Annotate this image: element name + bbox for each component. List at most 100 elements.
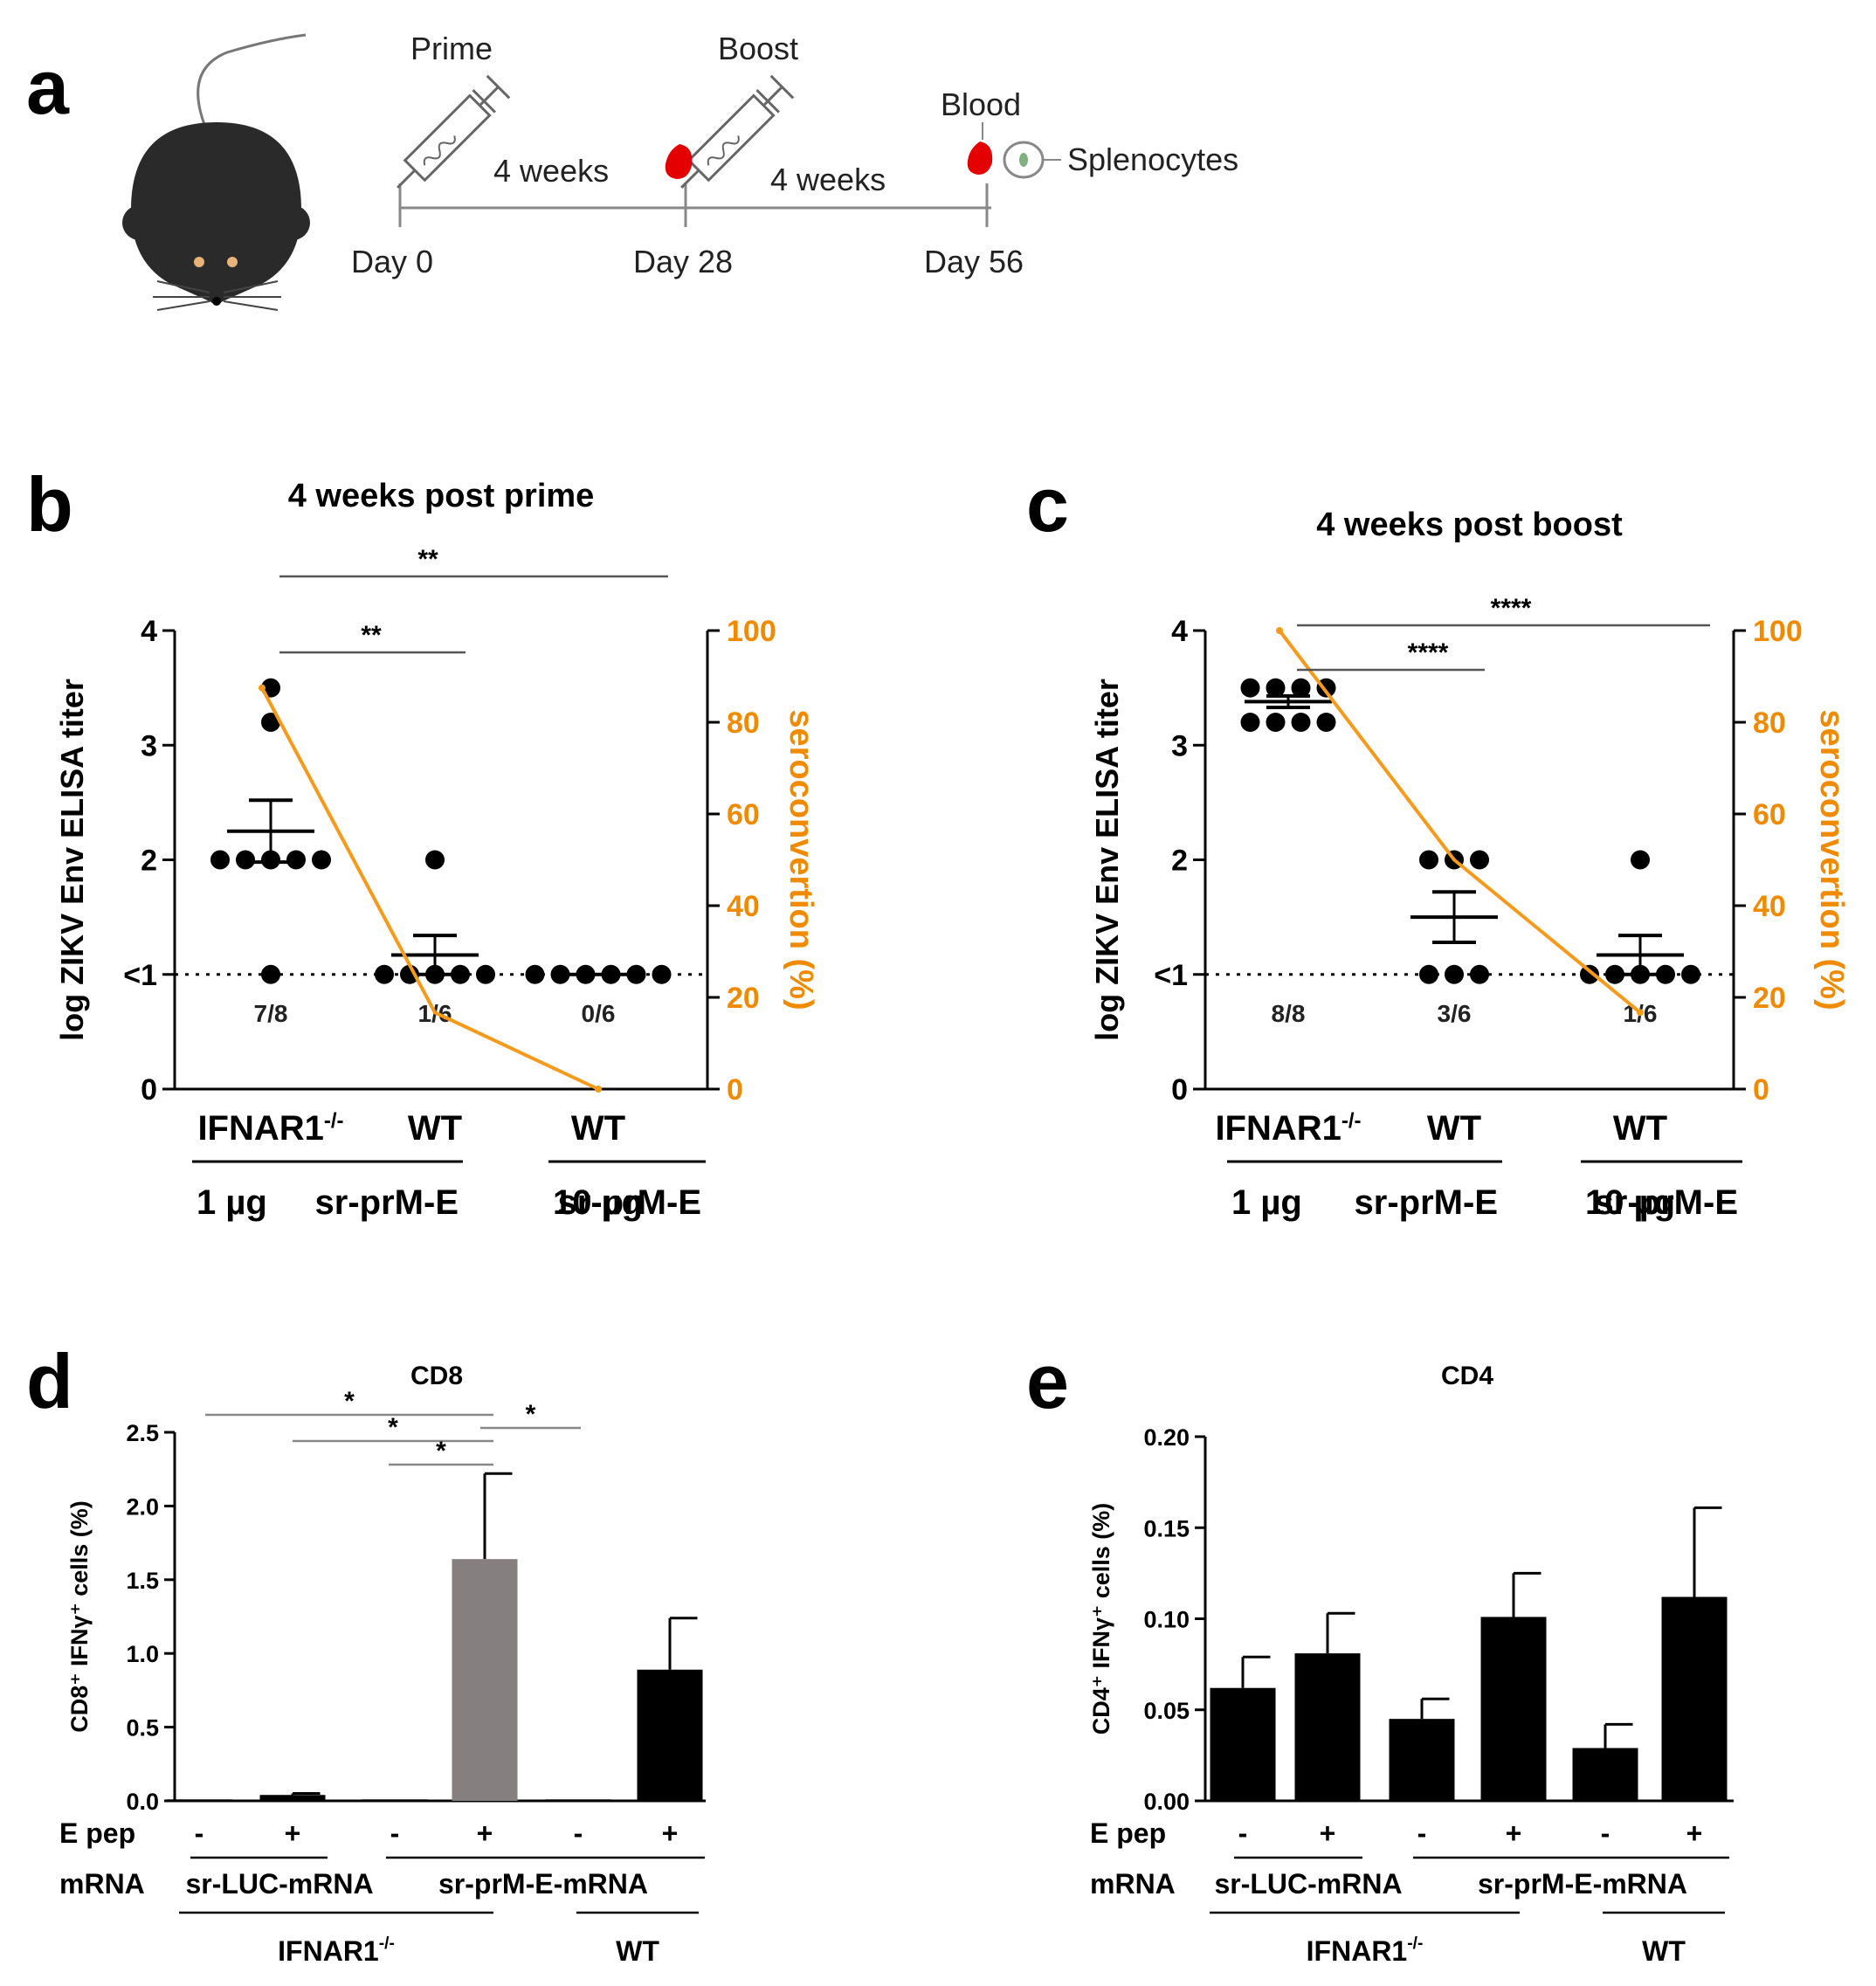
blood-drop-icon	[967, 141, 993, 175]
y-tick-label: 0.5	[126, 1715, 159, 1741]
day-56: Day 56	[924, 244, 1024, 279]
chart-title: 4 weeks post prime	[288, 478, 595, 514]
strain-group-label: IFNAR1-/-	[278, 1934, 395, 1967]
panel-letter-d: d	[26, 1338, 73, 1424]
seroconversion-line	[1278, 629, 1642, 1014]
mouse-icon	[122, 33, 310, 311]
mrna-group-label: sr-LUC-mRNA	[185, 1868, 373, 1900]
y-tick-label: 0.05	[1143, 1698, 1190, 1724]
chart-title: CD8	[410, 1362, 463, 1390]
data-point	[1470, 850, 1489, 870]
data-point	[286, 850, 306, 870]
y2-axis-label: seroconvertion (%)	[1813, 709, 1850, 1010]
data-point	[1445, 964, 1464, 984]
seroconversion-ratio: 0/6	[582, 1000, 616, 1027]
y-tick-label: 0	[1171, 1073, 1188, 1107]
epep-sign: -	[1238, 1817, 1248, 1849]
chart-d: d CD8 0.0 0.5 1.0 1.5 2.0 2.5 CD8⁺ IFNγ⁺ cells (…	[26, 1338, 706, 1967]
data-point	[652, 964, 672, 984]
y-tick-label: 0.20	[1143, 1424, 1190, 1451]
data-point	[1631, 850, 1650, 870]
data-point	[451, 964, 470, 984]
y2-tick-label: 0	[1753, 1073, 1769, 1107]
y-tick-label: 1.0	[126, 1641, 159, 1667]
y2-tick-label: 20	[1753, 982, 1786, 1015]
label-prime: Prime	[410, 31, 493, 66]
dose-label: 1 µg	[1231, 1183, 1302, 1222]
data-point	[400, 964, 419, 984]
significance-label: *	[526, 1400, 536, 1429]
data-point	[1240, 678, 1260, 698]
seroconversion-point	[1276, 627, 1283, 634]
y-tick-label: 2	[141, 845, 157, 878]
y-axis-label: CD8⁺ IFNγ⁺ cells (%)	[66, 1500, 93, 1733]
data-point	[1240, 713, 1260, 732]
epep-sign: -	[1601, 1817, 1610, 1849]
significance-label: *	[436, 1437, 446, 1465]
panel-letter-c: c	[1026, 461, 1069, 548]
significance-label: ****	[1491, 594, 1532, 623]
mrna-group-label: sr-prM-E-mRNA	[1478, 1868, 1687, 1900]
data-point	[1580, 964, 1599, 984]
dose-label: 1 µg	[197, 1183, 267, 1222]
significance-label: **	[417, 545, 438, 574]
y-tick-label: 0.0	[126, 1789, 159, 1815]
data-point	[375, 964, 394, 984]
construct-label: sr-prM-E	[1355, 1183, 1498, 1222]
y2-tick-label: 20	[727, 982, 760, 1015]
y-tick-label: 0.15	[1143, 1515, 1190, 1541]
data-point	[1266, 713, 1286, 732]
label-blood: Blood	[941, 86, 1021, 122]
mrna-row-label: mRNA	[59, 1868, 145, 1900]
y2-tick-label: 100	[1753, 615, 1803, 648]
y2-tick-label: 40	[1753, 890, 1786, 923]
bar	[637, 1669, 703, 1801]
y-axis-label: log ZIKV Env ELISA titer	[54, 679, 90, 1041]
dose-label: 10 µg	[1585, 1183, 1675, 1222]
seroconversion-ratio: 3/6	[1438, 1000, 1472, 1027]
y2-tick-label: 60	[1753, 798, 1786, 831]
y2-tick-label: 100	[727, 615, 776, 648]
construct-label: sr-prM-E	[1595, 1183, 1738, 1222]
dose-label: 10 µg	[553, 1183, 643, 1222]
y-axis-label: log ZIKV Env ELISA titer	[1089, 679, 1125, 1041]
y-tick-label: 0.00	[1143, 1789, 1190, 1815]
seroconversion-point	[1637, 1009, 1644, 1017]
epep-sign: +	[285, 1817, 301, 1849]
seroconversion-point	[259, 684, 266, 692]
bar	[452, 1559, 518, 1801]
y-axis-label: CD4⁺ IFNγ⁺ cells (%)	[1088, 1503, 1114, 1735]
y-tick-label: 4	[141, 615, 157, 648]
y2-tick-label: 0	[727, 1073, 743, 1107]
panel-a-schematic: a Prime Boost Blood Splenocytes 4 weeks …	[26, 31, 1238, 311]
epep-sign: +	[1320, 1817, 1336, 1849]
y-tick-label: 3	[1171, 729, 1188, 762]
panel-letter-b: b	[26, 461, 73, 548]
mrna-group-label: sr-prM-E-mRNA	[438, 1868, 648, 1900]
strain-group-label: IFNAR1-/-	[1307, 1934, 1424, 1967]
epep-sign: -	[390, 1817, 400, 1849]
x-category-label: WT	[571, 1109, 625, 1148]
construct-label: sr-prM-E	[315, 1183, 459, 1222]
y-tick-label: 0.10	[1143, 1607, 1190, 1633]
bar	[545, 1799, 611, 1802]
chart-title: CD4	[1441, 1362, 1493, 1390]
epep-sign: -	[1417, 1817, 1427, 1849]
strain-group-label: WT	[616, 1935, 659, 1967]
day-28: Day 28	[633, 244, 733, 279]
y-tick-label: <1	[1154, 959, 1188, 992]
epep-row-label: E pep	[59, 1817, 135, 1849]
bar	[362, 1799, 428, 1802]
syringe-icon	[680, 74, 795, 189]
chart-title: 4 weeks post boost	[1316, 507, 1623, 543]
data-point	[525, 964, 545, 984]
bar	[1389, 1719, 1455, 1801]
x-category-label: WT	[408, 1109, 462, 1148]
data-point	[425, 850, 445, 870]
y-tick-label: 1.5	[126, 1568, 159, 1594]
data-point	[1656, 964, 1675, 984]
day-0: Day 0	[351, 244, 433, 279]
x-category-label: WT	[1427, 1109, 1481, 1148]
